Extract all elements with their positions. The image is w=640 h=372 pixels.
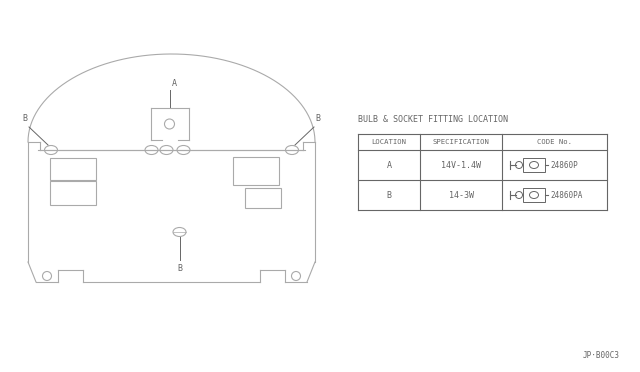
Text: A: A <box>172 79 177 88</box>
Text: CODE No.: CODE No. <box>537 139 572 145</box>
Text: JP·B00C3: JP·B00C3 <box>583 351 620 360</box>
Bar <box>50 158 96 180</box>
Text: BULB & SOCKET FITTING LOCATION: BULB & SOCKET FITTING LOCATION <box>358 115 508 124</box>
Text: SPECIFICATION: SPECIFICATION <box>433 139 490 145</box>
Bar <box>245 188 281 208</box>
Text: 24860PA: 24860PA <box>550 190 582 199</box>
Text: 24860P: 24860P <box>550 160 578 170</box>
Text: 14V-1.4W: 14V-1.4W <box>441 160 481 170</box>
Text: B: B <box>22 114 28 123</box>
Text: LOCATION: LOCATION <box>371 139 406 145</box>
Text: 14-3W: 14-3W <box>449 190 474 199</box>
Bar <box>523 158 545 172</box>
Text: B: B <box>387 190 392 199</box>
Bar <box>233 157 279 185</box>
Text: A: A <box>387 160 392 170</box>
Text: B: B <box>177 264 182 273</box>
Bar <box>523 188 545 202</box>
Bar <box>50 181 96 205</box>
Text: B: B <box>316 114 321 123</box>
